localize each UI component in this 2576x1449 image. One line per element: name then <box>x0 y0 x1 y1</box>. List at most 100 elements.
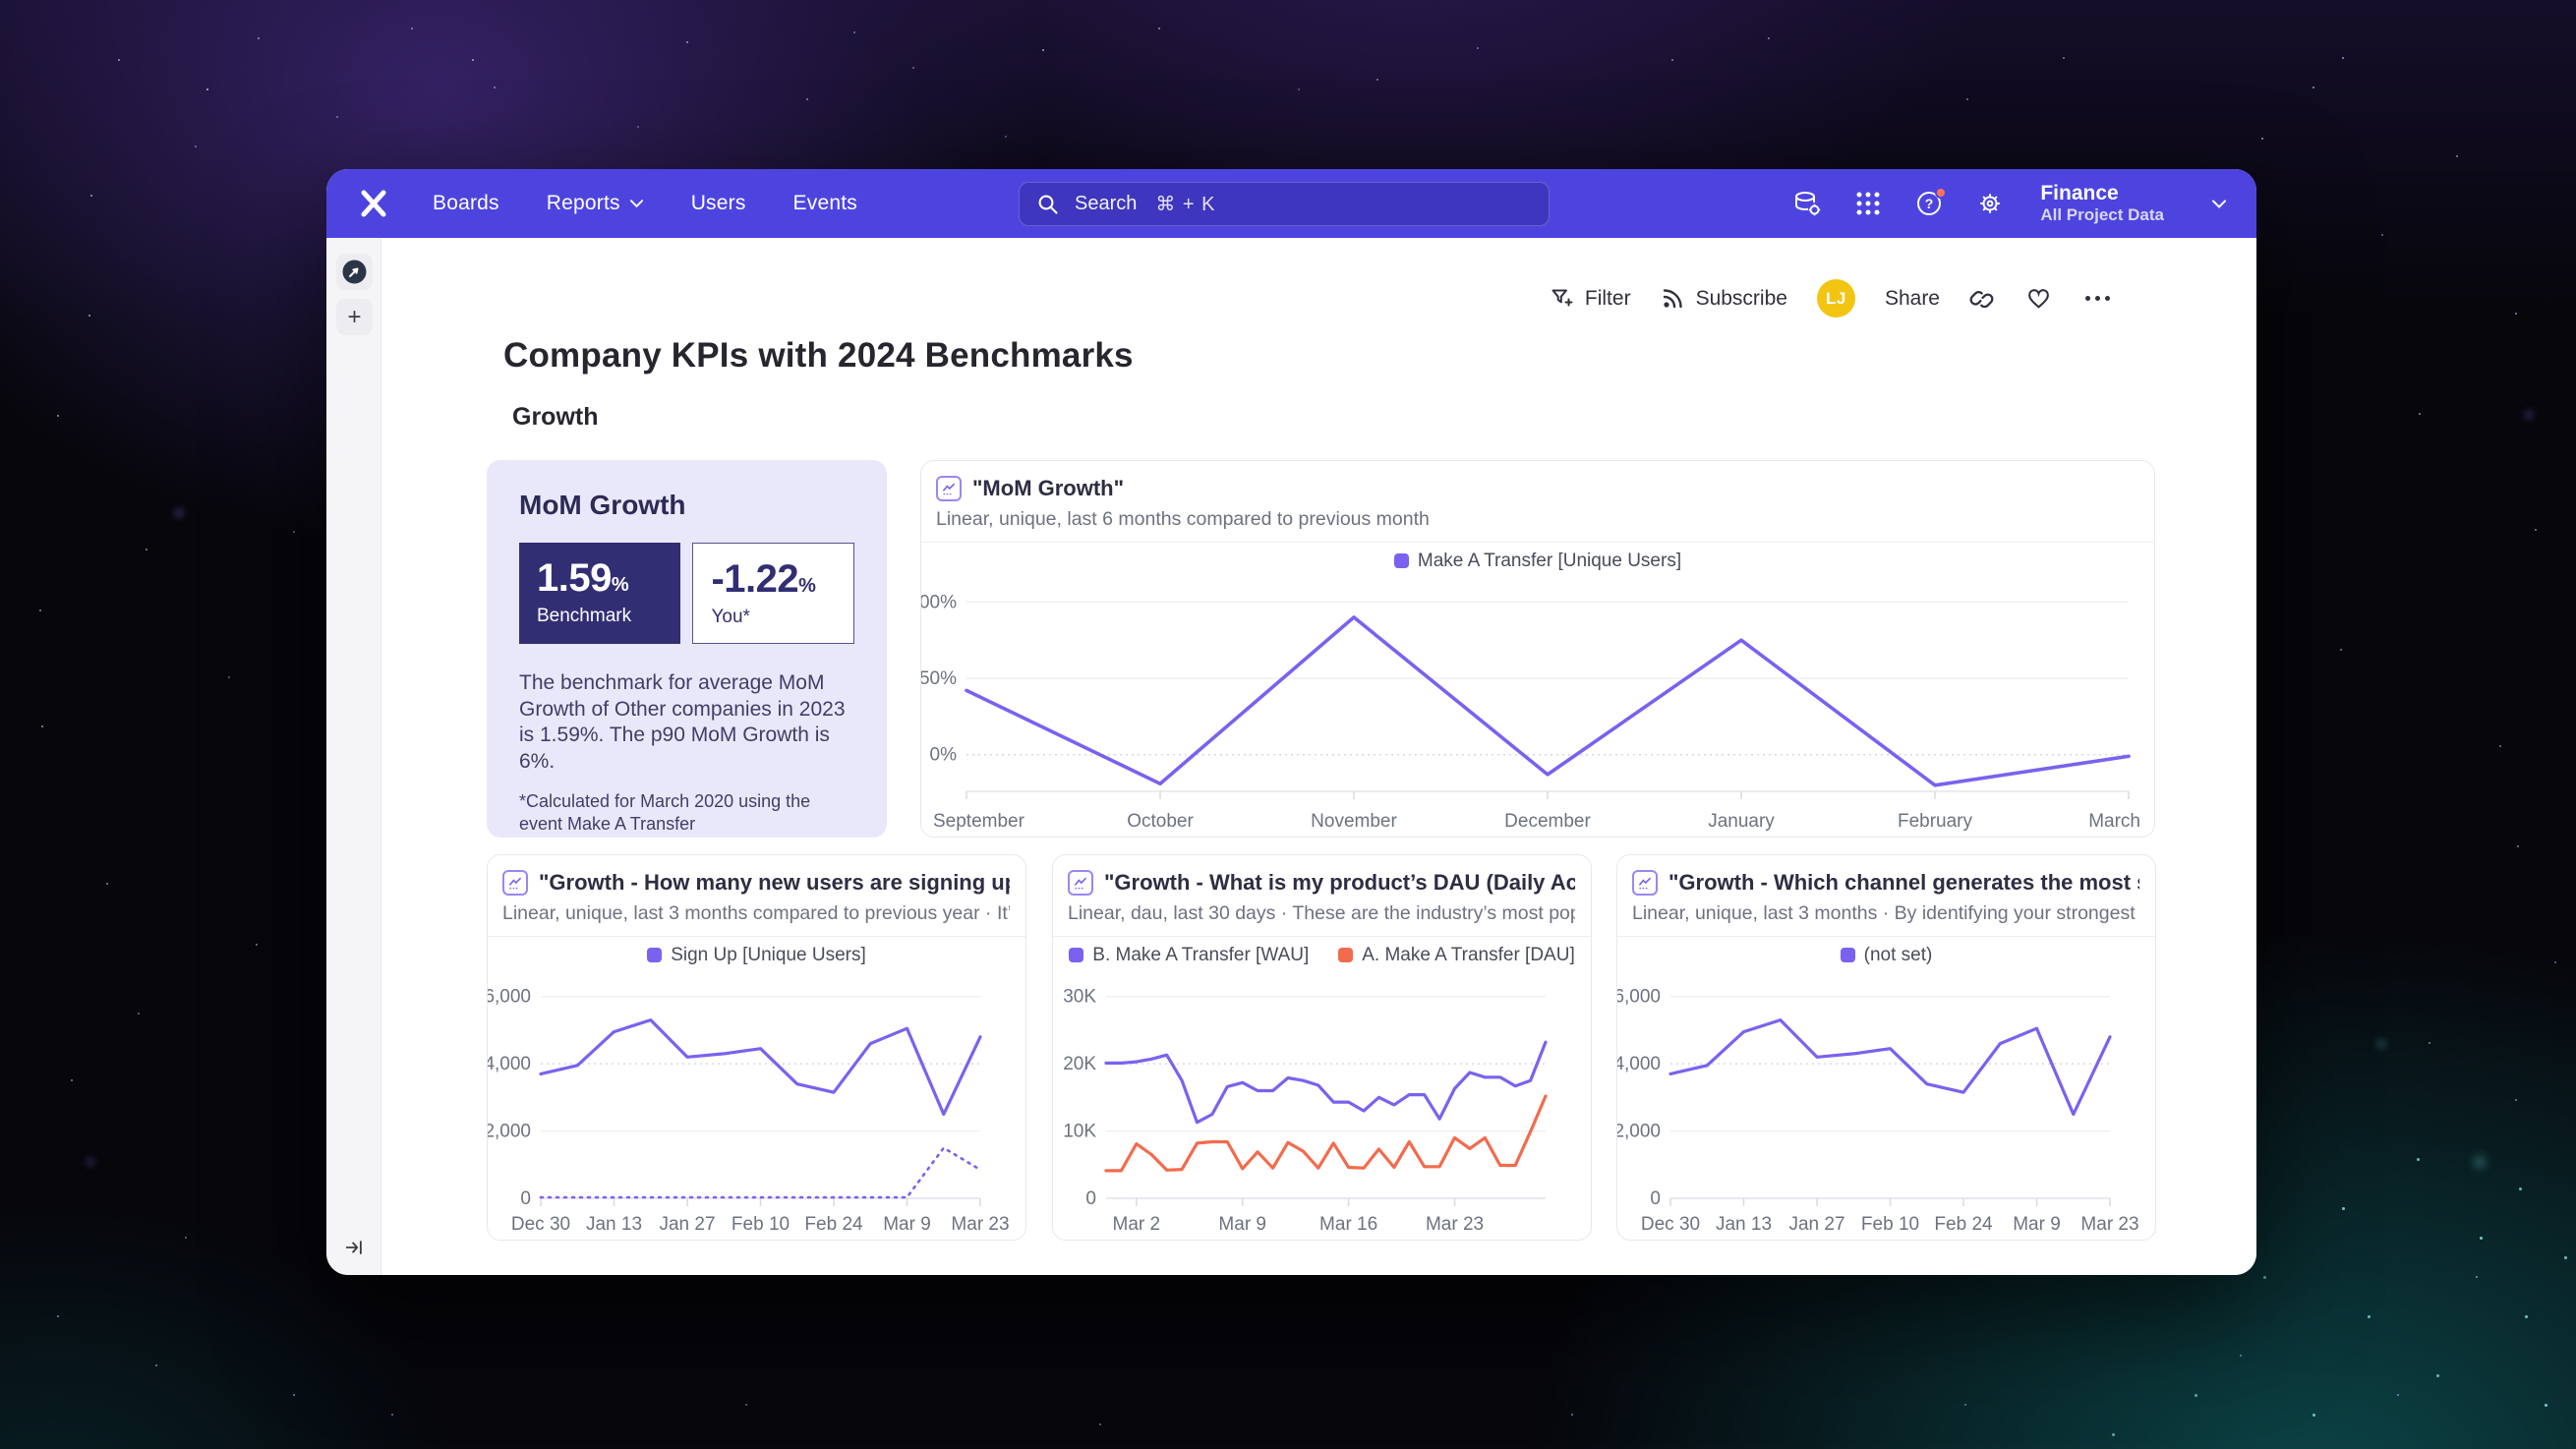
project-chevron-down-icon[interactable] <box>2211 199 2227 209</box>
svg-text:6,000: 6,000 <box>1616 987 1661 1008</box>
current-board-button[interactable] <box>336 254 373 290</box>
heart-icon <box>2028 289 2049 309</box>
mom-growth-benchmark-card: MoM Growth 1.59% Benchmark -1.22% You* T… <box>487 460 887 838</box>
compass-icon <box>342 260 367 284</box>
svg-text:Mar 9: Mar 9 <box>1218 1214 1266 1235</box>
legend-item[interactable]: A. Make A Transfer [DAU] <box>1338 944 1575 966</box>
svg-text:Jan 13: Jan 13 <box>1716 1214 1772 1235</box>
legend-label: (not set) <box>1863 944 1933 965</box>
ellipsis-icon <box>2085 296 2090 301</box>
svg-text:October: October <box>1127 811 1194 832</box>
line-chart-icon <box>502 870 528 896</box>
svg-text:Mar 2: Mar 2 <box>1113 1214 1161 1235</box>
chart-plot[interactable]: 0 10K 20K 30K Mar 2 Mar 9 Mar 16 Mar 23 <box>1053 973 1591 1240</box>
settings-gear-icon[interactable] <box>1975 189 2005 218</box>
share-button[interactable]: Share <box>1885 287 1940 311</box>
chart-subtitle: Linear, dau, last 30 days · These are th… <box>1068 902 1575 924</box>
divider <box>488 936 1025 937</box>
legend-swatch <box>1840 948 1855 962</box>
svg-text:January: January <box>1708 811 1775 832</box>
svg-text:0%: 0% <box>930 745 958 766</box>
legend-label: Sign Up [Unique Users] <box>671 944 866 965</box>
svg-text:50%: 50% <box>920 668 957 689</box>
share-label: Share <box>1884 286 1940 310</box>
starfield-glow <box>0 0 4 4</box>
signups-chart-card[interactable]: "Growth - How many new users are signing… <box>487 854 1026 1241</box>
svg-text:0: 0 <box>1085 1188 1096 1209</box>
chart-plot[interactable]: 0 2,000 4,000 6,000 Dec 30 Jan 13 Jan 27 Feb 10… <box>488 973 1025 1240</box>
legend-item[interactable]: Sign Up [Unique Users] <box>647 945 866 966</box>
nav-item-users[interactable]: Users <box>690 192 746 214</box>
svg-text:100%: 100% <box>920 592 957 612</box>
legend-item[interactable]: (not set) <box>1840 944 1933 966</box>
avatar[interactable]: LJ <box>1816 279 1855 318</box>
mom-value-boxes: 1.59% Benchmark -1.22% You* <box>519 543 854 644</box>
svg-text:10K: 10K <box>1063 1122 1096 1142</box>
arrow-to-bar-icon <box>345 1241 362 1254</box>
svg-text:Mar 23: Mar 23 <box>2080 1214 2138 1235</box>
chart-header: "MoM Growth" Linear, unique, last 6 mont… <box>921 461 2154 542</box>
help-icon[interactable]: ? <box>1914 187 1948 218</box>
mixpanel-logo[interactable] <box>356 186 391 221</box>
search-shortcut: ⌘ + K <box>1155 194 1216 215</box>
legend-label: A. Make A Transfer [DAU] <box>1362 944 1575 965</box>
svg-text:Feb 24: Feb 24 <box>804 1214 863 1235</box>
legend-item[interactable]: B. Make A Transfer [WAU] <box>1069 945 1309 966</box>
rss-icon <box>1663 289 1682 309</box>
svg-text:Feb 24: Feb 24 <box>1934 1214 1993 1235</box>
benchmark-footnote: *Calculated for March 2020 using the eve… <box>519 790 811 835</box>
primary-nav: Boards Reports Users Events <box>433 192 857 215</box>
legend-label: Make A Transfer [Unique Users] <box>1417 550 1682 571</box>
nav-item-reports[interactable]: Reports <box>547 192 644 215</box>
project-selector[interactable]: Finance All Project Data <box>2040 182 2164 225</box>
copy-link-button[interactable] <box>1969 285 1996 312</box>
chart-title[interactable]: "Growth - What is my product’s DAU (Dail… <box>1104 870 1575 895</box>
channels-chart-card[interactable]: "Growth - Which channel generates the mo… <box>1616 854 2156 1241</box>
app-window: Boards Reports Users Events Search ⌘ + K <box>326 169 2256 1275</box>
you-value-box: -1.22% You* <box>692 543 854 644</box>
chart-title[interactable]: "MoM Growth" <box>972 476 1125 500</box>
svg-text:March: March <box>2088 811 2140 832</box>
chart-subtitle: Linear, unique, last 6 months compared t… <box>936 508 1430 530</box>
data-management-icon[interactable] <box>1792 189 1822 218</box>
chart-title[interactable]: "Growth - How many new users are signing… <box>539 870 1010 895</box>
nav-item-events[interactable]: Events <box>792 192 857 214</box>
you-value: -1.22 <box>711 557 799 601</box>
expand-sidebar-button[interactable] <box>338 1232 370 1263</box>
svg-text:20K: 20K <box>1063 1054 1096 1074</box>
avatar-initials: LJ <box>1826 288 1846 308</box>
svg-text:Mar 23: Mar 23 <box>951 1214 1009 1235</box>
dau-chart-card[interactable]: "Growth - What is my product’s DAU (Dail… <box>1052 854 1592 1241</box>
filter-funnel-icon <box>1551 289 1573 307</box>
svg-text:4,000: 4,000 <box>487 1054 531 1074</box>
add-board-button[interactable]: + <box>336 299 373 335</box>
filter-button[interactable]: Filter <box>1550 286 1631 311</box>
more-options-button[interactable] <box>2081 292 2114 305</box>
project-name: Finance <box>2040 182 2119 205</box>
search-placeholder: Search <box>1075 193 1138 214</box>
chart-plot[interactable]: 0 2,000 4,000 6,000 Dec 30 Jan 13 Jan 27 Feb 10… <box>1617 973 2155 1240</box>
svg-text:November: November <box>1311 811 1397 832</box>
nav-item-boards[interactable]: Boards <box>433 192 499 214</box>
svg-text:September: September <box>933 811 1025 832</box>
svg-text:Dec 30: Dec 30 <box>1641 1214 1700 1235</box>
you-label: You* <box>711 607 750 627</box>
subscribe-label: Subscribe <box>1695 286 1787 310</box>
chart-title[interactable]: "Growth - Which channel generates the mo… <box>1669 870 2139 895</box>
legend-item[interactable]: Make A Transfer [Unique Users] <box>1393 550 1682 572</box>
filter-label: Filter <box>1584 286 1631 310</box>
svg-text:2,000: 2,000 <box>1616 1122 1661 1142</box>
chart-legend: (not set) <box>1617 937 2155 973</box>
apps-grid-icon[interactable] <box>1853 189 1883 218</box>
top-navbar: Boards Reports Users Events Search ⌘ + K <box>326 169 2256 238</box>
search-input[interactable]: Search ⌘ + K <box>1019 182 1550 226</box>
mom-growth-chart-card[interactable]: "MoM Growth" Linear, unique, last 6 mont… <box>920 460 2155 838</box>
chart-header: "Growth - What is my product’s DAU (Dail… <box>1053 855 1591 936</box>
chart-plot[interactable]: 0% 50% 100% September October November Decembe… <box>921 579 2154 837</box>
favorite-button[interactable] <box>2025 285 2052 312</box>
legend-label: B. Make A Transfer [WAU] <box>1092 944 1310 965</box>
mixpanel-logo-icon <box>361 190 386 217</box>
subscribe-button[interactable]: Subscribe <box>1661 286 1787 311</box>
benchmark-value: 1.59 <box>537 556 612 600</box>
